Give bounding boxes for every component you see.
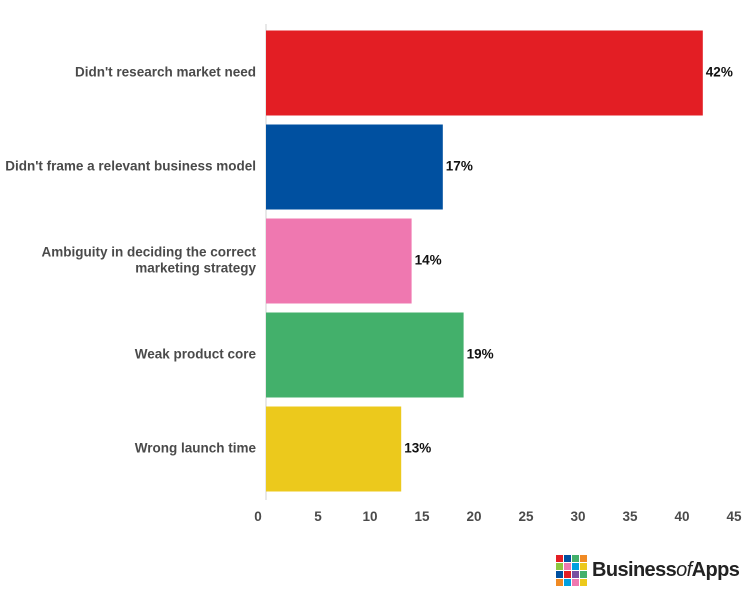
logo-square: [580, 555, 587, 562]
x-tick-label: 25: [518, 509, 534, 524]
logo-square: [572, 571, 579, 578]
logo-square: [564, 571, 571, 578]
bars-group: [266, 30, 703, 492]
logo-square: [556, 563, 563, 570]
logo-text: BusinessofApps: [592, 559, 740, 581]
x-tick-label: 30: [570, 509, 585, 524]
logo-square: [572, 555, 579, 562]
category-labels: Didn't research market need Didn't frame …: [5, 65, 256, 456]
logo-square: [572, 563, 579, 570]
logo-square: [580, 563, 587, 570]
logo-square: [564, 555, 571, 562]
x-tick-label: 20: [466, 509, 481, 524]
x-tick-label: 35: [622, 509, 638, 524]
data-label: 42%: [706, 65, 733, 80]
x-tick-label: 15: [414, 509, 430, 524]
category-label: Ambiguity in deciding the correct marketi…: [41, 245, 256, 276]
logo-square: [572, 579, 579, 586]
category-label: Weak product core: [135, 347, 257, 362]
data-label: 14%: [415, 253, 442, 268]
logo-square: [580, 571, 587, 578]
x-tick-label: 40: [674, 509, 689, 524]
logo-square: [580, 579, 587, 586]
bar: [266, 30, 703, 116]
x-tick-label: 10: [362, 509, 377, 524]
bar: [266, 124, 443, 210]
data-label: 17%: [446, 159, 473, 174]
category-label: Didn't research market need: [75, 65, 256, 80]
category-label: Wrong launch time: [135, 441, 257, 456]
logo-square: [556, 555, 563, 562]
data-label: 13%: [404, 441, 431, 456]
x-tick-label: 5: [314, 509, 322, 524]
bar: [266, 312, 464, 398]
logo-square: [556, 579, 563, 586]
x-tick-label: 0: [254, 509, 262, 524]
logo-square: [556, 571, 563, 578]
data-labels: 42% 17% 14% 19% 13%: [404, 65, 733, 456]
x-tick-label: 45: [726, 509, 742, 524]
logo-mosaic-icon: [556, 555, 587, 586]
bar: [266, 406, 402, 492]
x-tick-labels: 0 5 10 15 20 25 30 35 40 45: [254, 509, 742, 524]
category-label: Didn't frame a relevant business model: [5, 159, 256, 174]
logo-square: [564, 579, 571, 586]
bar: [266, 218, 412, 304]
logo-square: [564, 563, 571, 570]
businessofapps-logo: BusinessofApps: [556, 555, 740, 586]
data-label: 19%: [467, 347, 494, 362]
